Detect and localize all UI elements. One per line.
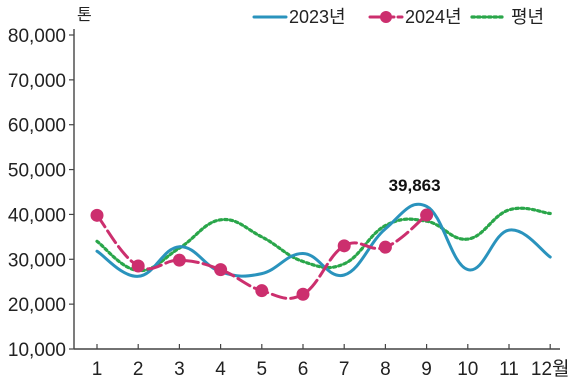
annotation-label: 39,863 xyxy=(389,176,441,195)
data-point xyxy=(172,253,186,267)
y-tick-label: 80,000 xyxy=(8,26,66,47)
series-layer xyxy=(90,202,552,301)
legend-item: 2024년 xyxy=(368,7,462,27)
x-tick-label: 6 xyxy=(298,359,309,380)
x-tick-label: 10 xyxy=(457,359,478,380)
legend-marker xyxy=(380,11,392,23)
x-tick-label: 4 xyxy=(215,359,226,380)
y-tick-label: 40,000 xyxy=(8,205,66,226)
legend: 2023년 2024년 평년 xyxy=(252,7,544,27)
y-axis-unit-label: 톤 xyxy=(77,7,92,24)
series-line-2023년 xyxy=(95,202,552,278)
legend-label: 2023년 xyxy=(289,7,346,27)
x-tick-label: 7 xyxy=(339,359,350,380)
data-point xyxy=(378,240,392,254)
x-tick-label: 2 xyxy=(133,359,144,380)
data-point xyxy=(131,259,145,273)
annotation-layer: 39,863 xyxy=(389,176,441,195)
x-tick-label: 9 xyxy=(421,359,432,380)
y-tick-label: 30,000 xyxy=(8,250,66,271)
x-tick-label: 8 xyxy=(380,359,391,380)
x-tick-label: 1 xyxy=(92,359,103,380)
x-tick-label: 11 xyxy=(499,359,519,380)
data-point xyxy=(420,208,434,222)
data-point xyxy=(214,263,228,277)
data-point xyxy=(337,239,351,253)
y-tick-label: 20,000 xyxy=(8,295,66,316)
y-tick-labels: 10,000 20,000 30,000 40,000 50,000 60,000 70,0… xyxy=(8,26,74,361)
y-tick-label: 70,000 xyxy=(8,71,66,92)
data-point xyxy=(255,284,269,298)
y-tick-label: 60,000 xyxy=(8,116,66,137)
data-point xyxy=(296,287,310,301)
legend-label: 2024년 xyxy=(405,7,462,27)
x-tick-label: 12월 xyxy=(531,358,570,380)
legend-item: 2023년 xyxy=(252,7,346,27)
x-axis: 1 2 3 4 5 6 7 8 9 10 11 12월 xyxy=(74,344,570,380)
legend-label: 평년 xyxy=(511,7,544,27)
x-tick-labels: 1 2 3 4 5 6 7 8 9 10 11 12월 xyxy=(92,344,570,380)
y-tick-label: 50,000 xyxy=(8,161,66,182)
x-tick-label: 3 xyxy=(174,359,185,380)
y-axis: 톤 10,000 20,000 30,000 40,000 50,000 60,000 70… xyxy=(8,7,92,361)
legend-item: 평년 xyxy=(470,7,544,27)
data-point xyxy=(90,208,104,222)
x-tick-label: 5 xyxy=(257,359,268,380)
y-tick-label: 10,000 xyxy=(8,340,66,361)
